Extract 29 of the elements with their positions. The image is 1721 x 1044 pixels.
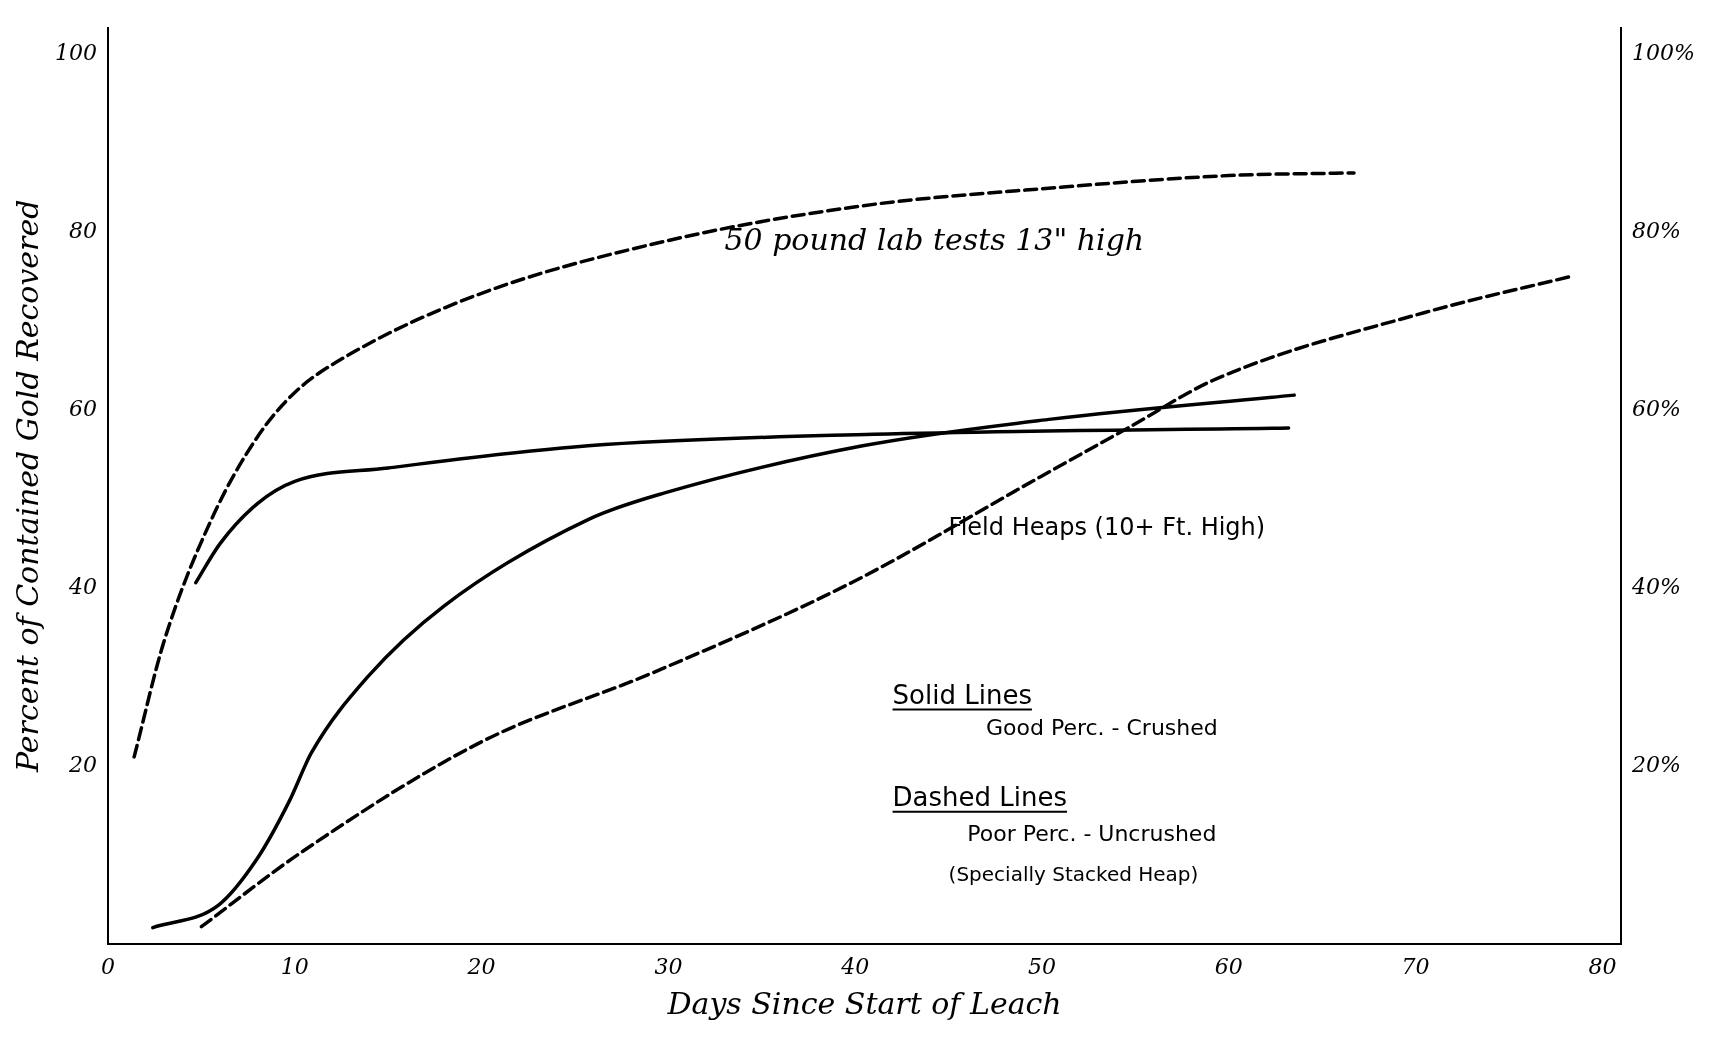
x-tick-label: 0 — [100, 953, 115, 979]
y2-tick-label: 20% — [1631, 751, 1682, 777]
y2-tick-label: 60% — [1632, 395, 1682, 421]
x-tick-label: 80 — [1588, 953, 1617, 979]
x-tick-label: 20 — [466, 953, 496, 979]
y-tick-label: 100 — [54, 40, 97, 66]
y2-tick-label: 80% — [1632, 218, 1682, 244]
annotation: Dashed Lines — [892, 781, 1068, 812]
y-tick-label: 60 — [68, 395, 97, 421]
y-tick-label: 80 — [68, 218, 97, 244]
x-axis-title: Days Since Start of Leach — [666, 985, 1062, 1021]
x-tick-label: 40 — [840, 953, 870, 979]
annotation: Poor Perc. - Uncrushed — [967, 821, 1217, 847]
annotation: 50 pound lab tests 13" high — [724, 222, 1145, 258]
annotation: (Specially Stacked Heap) — [948, 862, 1199, 887]
y2-tick-label: 40% — [1631, 573, 1682, 599]
x-tick-label: 50 — [1028, 953, 1057, 979]
annotation: Field Heaps (10+ Ft. High) — [948, 512, 1266, 541]
annotation: Solid Lines — [892, 679, 1032, 710]
x-tick-label: 30 — [654, 953, 683, 979]
annotation: Good Perc. - Crushed — [985, 714, 1218, 740]
y-tick-label: 20 — [67, 751, 97, 777]
x-tick-label: 60 — [1214, 953, 1243, 979]
line-series — [132, 171, 1356, 759]
y-tick-label: 40 — [67, 573, 97, 599]
x-tick-label: 10 — [280, 953, 309, 979]
y-axis-title: Percent of Contained Gold Recovered — [9, 199, 45, 773]
x-tick-label: 70 — [1401, 953, 1430, 979]
y2-tick-label: 100% — [1632, 40, 1696, 66]
